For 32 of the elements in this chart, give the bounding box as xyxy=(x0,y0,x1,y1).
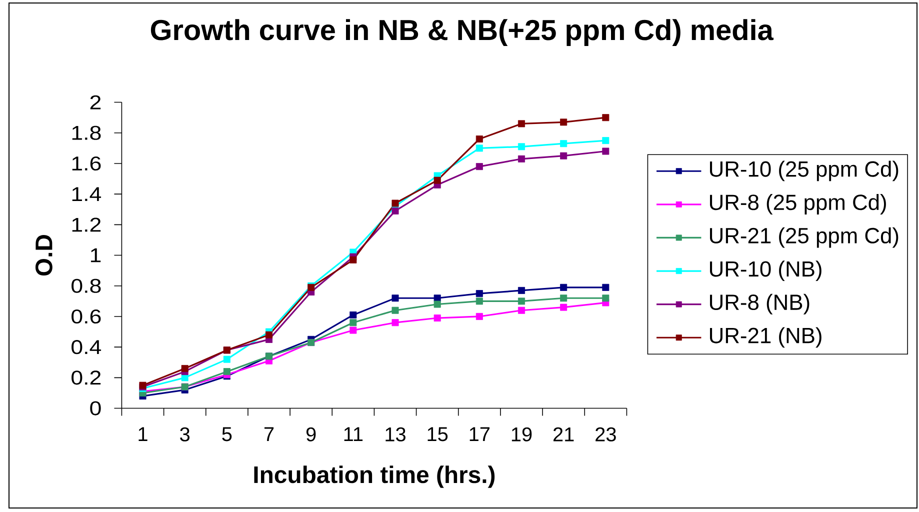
y-tick-label: 0 xyxy=(90,401,101,416)
y-tick-label: 0.6 xyxy=(72,309,101,324)
y-tick-label: 1.4 xyxy=(72,187,102,201)
y-tick-label: 1.2 xyxy=(72,218,101,232)
x-axis-title: Incubation time (hrs.) xyxy=(254,466,495,488)
legend-label: UR-8 (NB) xyxy=(710,294,810,314)
x-tick-label: 21 xyxy=(554,427,574,442)
legend-label: UR-10 (NB) xyxy=(710,260,822,282)
legend-label: UR-21 (NB) xyxy=(710,327,822,348)
x-tick-label: 1 xyxy=(138,427,148,442)
y-tick-label: 0.4 xyxy=(72,340,102,354)
x-tick-label: 13 xyxy=(386,427,406,442)
y-tick-label: 1 xyxy=(90,248,101,262)
x-tick-label: 15 xyxy=(428,427,448,442)
x-tick-label: 9 xyxy=(306,427,316,442)
y-tick-label: 0.2 xyxy=(72,370,101,385)
x-tick-label: 5 xyxy=(222,427,232,442)
legend-label: UR-10 (25 ppm Cd) xyxy=(710,160,898,182)
x-tick-label: 17 xyxy=(470,427,490,442)
y-tick-label: 2 xyxy=(90,95,101,110)
y-tick-label: 1.6 xyxy=(72,156,101,171)
x-tick-label: 11 xyxy=(344,427,363,442)
y-axis-title: O.D xyxy=(35,235,52,276)
chart-title: Growth curve in NB & NB(+25 ppm Cd) media xyxy=(150,19,774,46)
x-tick-label: 7 xyxy=(264,427,274,442)
x-tick-label: 3 xyxy=(180,427,190,442)
x-tick-label: 19 xyxy=(512,427,532,442)
y-tick-label: 1.8 xyxy=(72,126,101,140)
legend-label: UR-21 (25 ppm Cd) xyxy=(710,227,898,248)
x-tick-label: 23 xyxy=(596,427,616,442)
y-tick-label: 0.8 xyxy=(72,278,101,293)
legend-label: UR-8 (25 ppm Cd) xyxy=(710,194,886,214)
